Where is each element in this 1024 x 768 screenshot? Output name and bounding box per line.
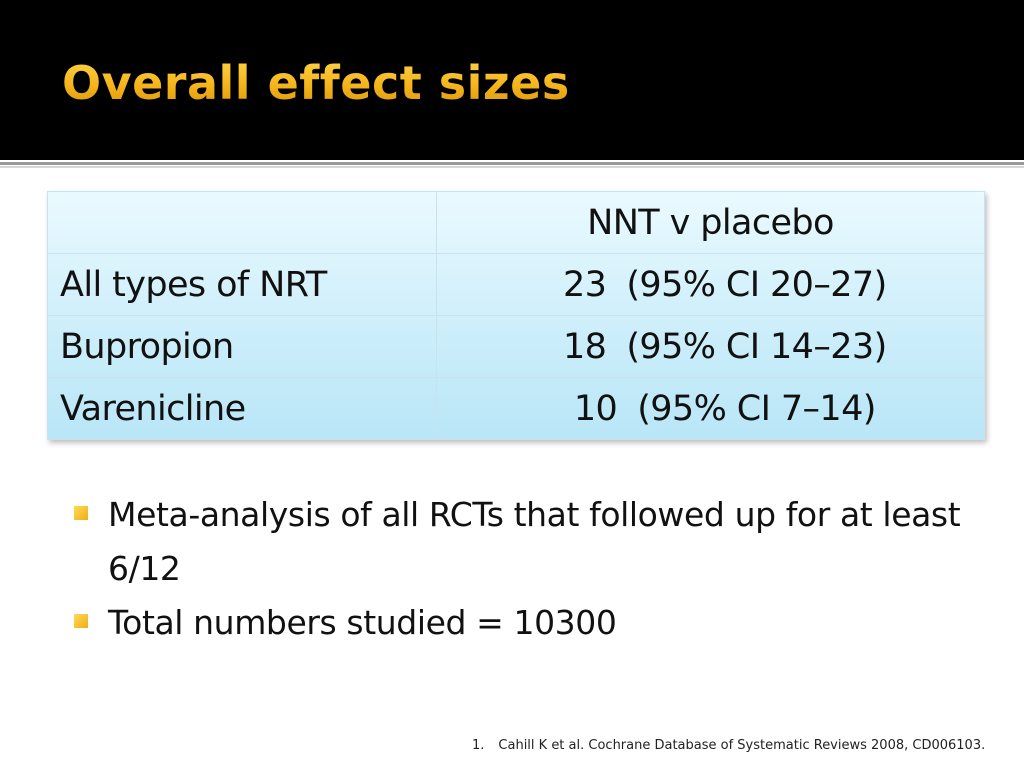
nnt-value: 10 bbox=[573, 388, 618, 429]
nnt-value-cell: 23 (95% CI 20–27) bbox=[436, 253, 985, 316]
effect-size-table: NNT v placebo All types of NRT 23 (95% CI… bbox=[47, 191, 985, 440]
bullet-text: Meta-analysis of all RCTs that followed … bbox=[108, 495, 961, 588]
nnt-value: 18 bbox=[563, 326, 607, 367]
treatment-label: Varenicline bbox=[47, 377, 437, 440]
table-row: Varenicline 10 (95% CI 7–14) bbox=[47, 377, 985, 440]
square-bullet-icon bbox=[74, 506, 88, 520]
treatment-label: Bupropion bbox=[47, 315, 437, 378]
nnt-value: 23 bbox=[563, 264, 607, 305]
footnote-text: Cahill K et al. Cochrane Database of Sys… bbox=[498, 738, 986, 753]
table-header-cell-empty bbox=[47, 191, 437, 254]
slide-title: Overall effect sizes bbox=[62, 56, 570, 110]
footnote-number: 1. bbox=[472, 738, 485, 753]
nnt-value-cell: 18 (95% CI 14–23) bbox=[436, 315, 985, 378]
table-row: Bupropion 18 (95% CI 14–23) bbox=[47, 315, 985, 378]
nnt-value-cell: 10 (95% CI 7–14) bbox=[436, 377, 985, 440]
table-row: All types of NRT 23 (95% CI 20–27) bbox=[47, 253, 985, 316]
treatment-label: All types of NRT bbox=[47, 253, 437, 316]
bullet-list: Meta-analysis of all RCTs that followed … bbox=[72, 488, 972, 650]
citation-footnote: 1. Cahill K et al. Cochrane Database of S… bbox=[472, 738, 985, 753]
bullet-item: Total numbers studied = 10300 bbox=[72, 596, 972, 650]
bullet-item: Meta-analysis of all RCTs that followed … bbox=[72, 488, 972, 596]
confidence-interval: (95% CI 7–14) bbox=[637, 388, 876, 429]
title-divider-light bbox=[0, 166, 1024, 168]
table-header-nnt: NNT v placebo bbox=[436, 191, 985, 254]
table-header-row: NNT v placebo bbox=[47, 191, 985, 254]
bullet-text: Total numbers studied = 10300 bbox=[108, 603, 617, 642]
title-divider bbox=[0, 162, 1024, 165]
confidence-interval: (95% CI 14–23) bbox=[626, 326, 887, 367]
confidence-interval: (95% CI 20–27) bbox=[626, 264, 887, 305]
square-bullet-icon bbox=[74, 614, 88, 628]
title-bar: Overall effect sizes bbox=[0, 0, 1024, 160]
